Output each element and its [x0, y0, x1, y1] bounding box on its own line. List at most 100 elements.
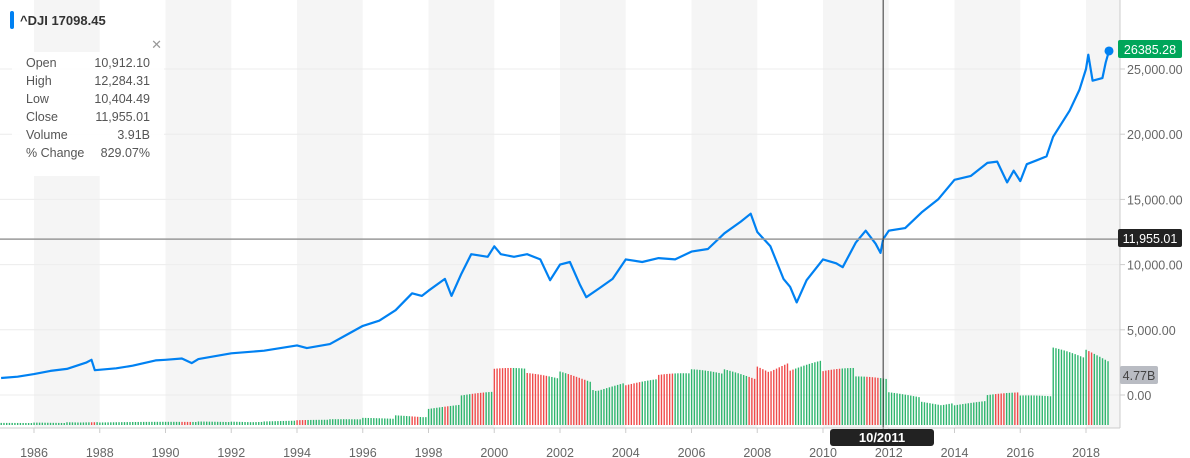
volume-bar: [652, 379, 654, 425]
volume-bar: [416, 416, 419, 425]
volume-bar: [329, 419, 331, 425]
volume-bar: [1019, 395, 1022, 425]
volume-bar: [93, 422, 96, 425]
volume-bar: [0, 422, 2, 425]
volume-bar: [121, 422, 123, 425]
volume-bar: [219, 421, 222, 425]
volume-bar: [1099, 356, 1101, 425]
volume-bar: [512, 367, 515, 425]
volume-bar: [644, 381, 646, 425]
volume-bar: [912, 396, 915, 425]
volume-bar: [1071, 353, 1074, 425]
volume-bar: [436, 407, 438, 425]
year-bands: [34, 0, 1120, 428]
volume-bar: [926, 402, 928, 425]
volume-bar: [773, 369, 775, 425]
volume-bar: [795, 368, 797, 425]
x-tick-label: 1988: [86, 446, 114, 458]
volume-bar: [134, 421, 137, 425]
volume-bar: [1093, 353, 1096, 425]
volume-bar: [452, 405, 454, 425]
volume-bar: [753, 378, 756, 425]
volume-bar: [447, 406, 449, 425]
volume-bar: [616, 384, 619, 425]
volume-bar: [30, 423, 33, 425]
volume-bar: [227, 422, 230, 425]
volume-bar: [321, 419, 323, 425]
volume-bar: [723, 369, 726, 425]
volume-bar: [1101, 358, 1104, 425]
volume-bar: [277, 421, 279, 425]
volume-bar: [364, 417, 367, 425]
volume-bar: [430, 408, 433, 425]
volume-bar: [1008, 392, 1011, 425]
volume-bar: [353, 419, 356, 425]
volume-bar: [33, 422, 35, 425]
volume-bar: [77, 422, 79, 425]
volume-bar: [1085, 349, 1087, 425]
volume-bar: [975, 402, 978, 425]
volume-bar: [1068, 352, 1071, 425]
volume-bar: [805, 364, 808, 425]
volume-bar: [107, 422, 109, 425]
volume-bar: [501, 368, 504, 425]
volume-bar: [173, 421, 175, 425]
volume-bar: [99, 422, 101, 425]
volume-bar: [1079, 356, 1082, 425]
volume-bar: [877, 377, 879, 425]
volume-bar: [266, 421, 268, 425]
volume-bar: [1060, 349, 1063, 425]
volume-bar: [510, 367, 512, 425]
volume-bar: [868, 376, 871, 425]
volume-bar: [140, 421, 142, 425]
volume-bar: [786, 363, 789, 425]
volume-bar: [712, 371, 715, 425]
volume-bar: [984, 401, 986, 425]
volume-bar: [96, 422, 98, 425]
tooltip-row-high: High 12,284.31: [26, 74, 150, 88]
volume-bar: [816, 361, 819, 425]
volume-bar: [986, 395, 989, 425]
volume-bar: [8, 422, 11, 425]
x-tick-label: 1996: [349, 446, 377, 458]
volume-bar: [203, 421, 205, 425]
volume-bar: [460, 395, 463, 425]
volume-bar: [274, 421, 276, 425]
ticker-symbol: ^DJI: [20, 12, 48, 28]
volume-bar: [584, 379, 586, 425]
volume-bar: [307, 419, 309, 425]
ticker-legend[interactable]: ^DJI 17098.45: [10, 11, 106, 29]
volume-bar: [471, 393, 474, 425]
volume-bar: [1044, 395, 1046, 425]
close-icon[interactable]: ✕: [151, 37, 162, 52]
volume-bar: [463, 394, 465, 425]
volume-bar: [118, 422, 120, 425]
volume-bar: [1003, 393, 1005, 425]
volume-bar: [482, 392, 485, 425]
volume-bar: [693, 369, 696, 425]
volume-bar: [929, 403, 931, 425]
volume-bar: [989, 394, 991, 425]
volume-bar: [674, 373, 676, 425]
volume-bar: [151, 421, 153, 425]
volume-bar: [526, 372, 528, 425]
volume-bar: [641, 381, 643, 425]
volume-bar: [1066, 351, 1068, 425]
volume-bar: [573, 375, 575, 425]
volume-bar: [301, 420, 304, 425]
volume-bar: [748, 376, 750, 425]
volume-bar: [1014, 392, 1016, 425]
volume-bar: [288, 420, 290, 425]
volume-bar: [688, 373, 690, 425]
volume-bar: [367, 417, 370, 425]
volume-bar: [38, 422, 41, 425]
volume-bar: [375, 418, 378, 425]
volume-bar: [981, 401, 983, 425]
volume-bar: [90, 422, 93, 425]
volume-bar: [978, 401, 980, 425]
volume-bar: [668, 373, 671, 425]
volume-bar: [27, 423, 30, 425]
volume-bar: [1038, 395, 1041, 425]
volume-bar: [389, 418, 391, 425]
